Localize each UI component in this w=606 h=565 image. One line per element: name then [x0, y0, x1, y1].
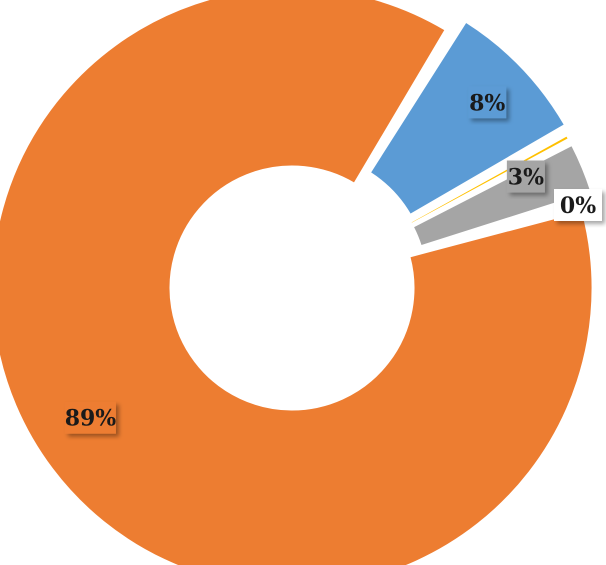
data-label-0: 89% — [65, 406, 117, 432]
data-label-box-1 — [468, 86, 507, 119]
donut-slice-0 — [0, 0, 593, 565]
data-label-1: 8% — [469, 90, 505, 116]
data-label-box-3 — [506, 160, 545, 193]
data-label-2: 0% — [560, 193, 596, 219]
data-label-3: 3% — [508, 165, 544, 191]
data-label-box-0 — [64, 401, 116, 434]
donut-slice-2 — [410, 135, 569, 224]
data-label-box-2 — [554, 189, 602, 221]
donut-slice-3 — [412, 144, 592, 247]
donut-slice-1 — [369, 21, 566, 215]
data-labels: 89% 8% 3% 0% — [64, 86, 602, 434]
